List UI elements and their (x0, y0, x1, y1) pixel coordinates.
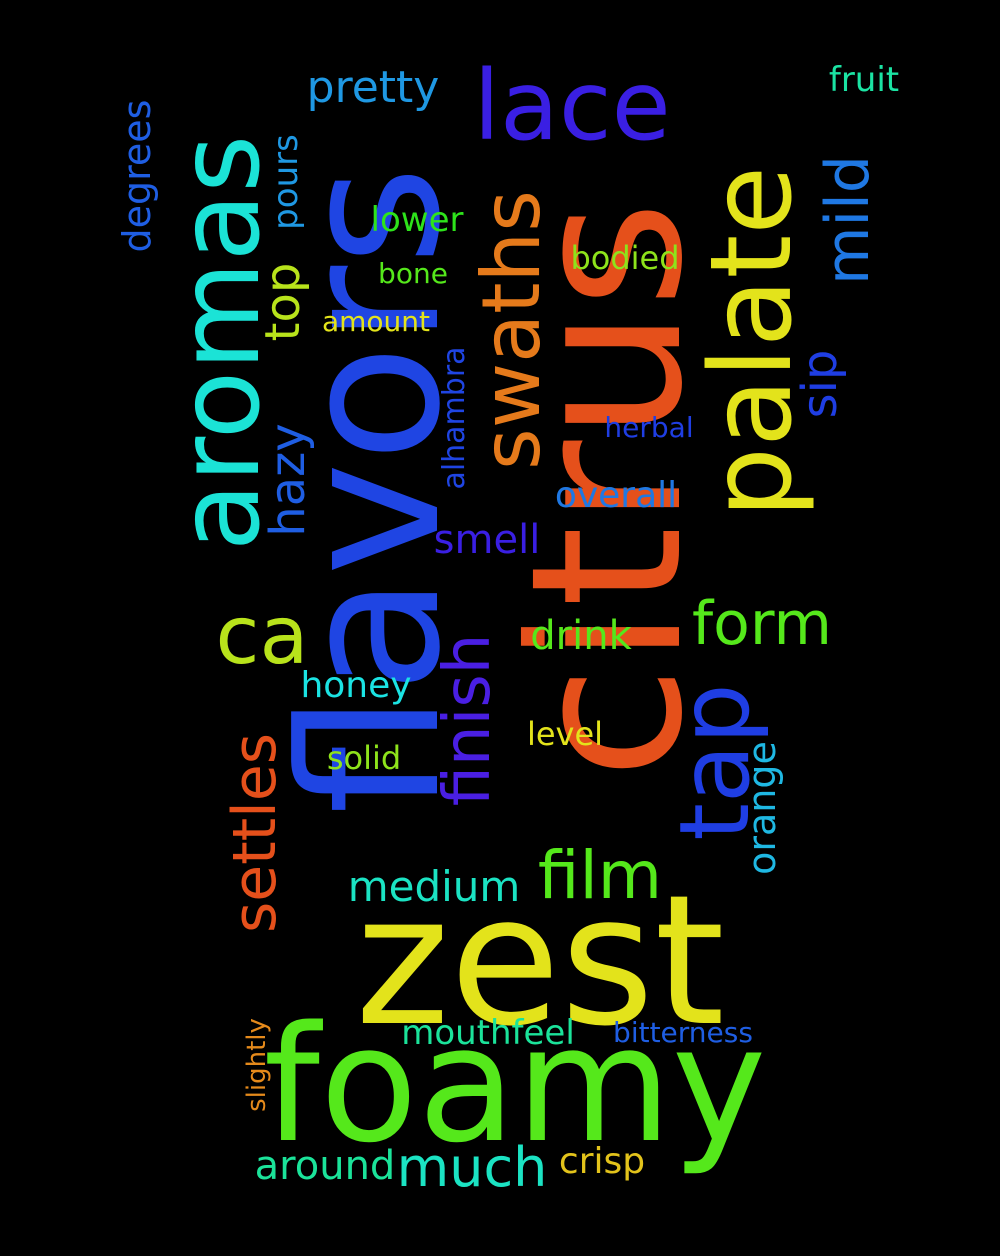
word-orange: orange (740, 741, 784, 875)
word-honey: honey (300, 665, 412, 706)
word-film: film (537, 837, 663, 914)
word-herbal: herbal (604, 411, 694, 444)
word-drink: drink (530, 613, 632, 659)
word-much: much (396, 1136, 548, 1199)
word-bone: bone (378, 257, 448, 290)
word-top: top (255, 262, 311, 342)
word-mild: mild (813, 155, 883, 285)
word-sip: sip (792, 349, 848, 419)
word-palate: palate (687, 165, 817, 519)
word-lace: lace (473, 50, 671, 162)
word-pretty: pretty (306, 62, 440, 113)
word-degrees: degrees (115, 99, 159, 253)
word-zest: zest (355, 857, 725, 1066)
word-level: level (526, 715, 604, 753)
word-solid: solid (326, 739, 402, 777)
word-pours: pours (266, 134, 306, 230)
word-ca: ca (215, 589, 309, 682)
word-finish: finish (431, 633, 505, 807)
word-crisp: crisp (558, 1141, 646, 1182)
word-lower: lower (370, 200, 464, 240)
word-hazy: hazy (260, 423, 316, 537)
word-amount: amount (321, 305, 431, 338)
word-around: around (254, 1143, 396, 1189)
word-alhambra: alhambra (437, 346, 472, 490)
word-bodied: bodied (570, 239, 680, 277)
word-swaths: swaths (465, 190, 558, 470)
word-fruit: fruit (828, 60, 900, 100)
word-foamy: foamy (263, 991, 767, 1178)
word-slightly: slightly (242, 1018, 272, 1112)
word-bitterness: bitterness (613, 1016, 753, 1049)
word-settles: settles (220, 732, 290, 934)
word-form: form (692, 589, 832, 659)
word-mouthfeel: mouthfeel (401, 1013, 575, 1053)
word-overall: overall (554, 475, 678, 516)
word-medium: medium (347, 862, 521, 911)
word-smell: smell (433, 517, 541, 563)
